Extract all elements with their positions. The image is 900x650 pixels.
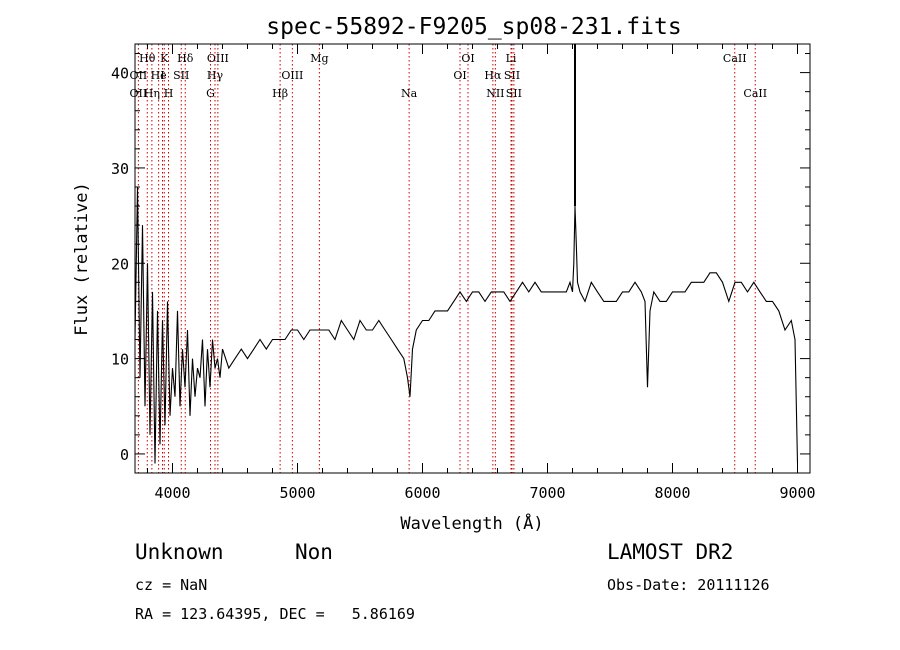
- x-tick-label: 6000: [404, 484, 440, 502]
- marker-label: Hθ: [139, 52, 156, 65]
- redshift-cz: cz = NaN: [135, 576, 208, 594]
- survey-name: LAMOST DR2: [607, 540, 734, 564]
- marker-label: CaII: [723, 52, 747, 65]
- marker-label: SII: [504, 69, 520, 82]
- marker-label: OII: [130, 87, 148, 100]
- marker-label: OII: [130, 69, 148, 82]
- x-tick-label: 8000: [654, 484, 690, 502]
- x-tick-label: 4000: [154, 484, 190, 502]
- y-tick-label: 30: [111, 160, 129, 178]
- y-tick-label: 10: [111, 351, 129, 369]
- marker-label: Hγ: [207, 69, 224, 82]
- marker-label: NII: [486, 87, 504, 100]
- marker-label: Hα: [484, 69, 502, 82]
- marker-label: Li: [506, 52, 517, 65]
- marker-label: Hβ: [272, 87, 288, 100]
- y-axis-label: Flux (relative): [72, 182, 92, 336]
- marker-label: SII: [173, 69, 189, 82]
- chart-title: spec-55892-F9205_sp08-231.fits: [266, 14, 681, 40]
- marker-label: Na: [401, 87, 418, 100]
- marker-label: H: [164, 87, 174, 100]
- y-tick-label: 0: [120, 446, 129, 464]
- marker-label: CaII: [743, 87, 767, 100]
- marker-label: Mg: [310, 52, 328, 65]
- marker-label: I: [160, 69, 164, 82]
- axis-ticks: 4000 5000 6000 7000 8000 9000 0 10 20 30 40: [111, 44, 816, 502]
- marker-label: OIII: [281, 69, 303, 82]
- spectral-class: Unknown: [135, 540, 224, 564]
- marker-label: OIII: [207, 52, 229, 65]
- x-tick-label: 5000: [279, 484, 315, 502]
- sky-coordinates: RA = 123.64395, DEC = 5.86169: [135, 605, 415, 623]
- x-tick-label: 7000: [529, 484, 565, 502]
- marker-label: Hδ: [177, 52, 194, 65]
- marker-label: K: [160, 52, 169, 65]
- marker-label: Hη: [144, 87, 160, 100]
- marker-label: OI: [461, 52, 474, 65]
- spectral-subclass: Non: [295, 540, 333, 564]
- x-axis-label: Wavelength (Å): [400, 512, 543, 534]
- spectrum-line: [134, 186, 799, 464]
- x-tick-label: 9000: [779, 484, 815, 502]
- observation-date: Obs-Date: 20111126: [607, 576, 770, 594]
- marker-label: OI: [453, 69, 466, 82]
- marker-label: G: [206, 87, 215, 100]
- plot-frame: [134, 43, 811, 474]
- y-tick-label: 20: [111, 255, 129, 273]
- y-tick-label: 40: [111, 65, 129, 83]
- marker-label: SII: [506, 87, 522, 100]
